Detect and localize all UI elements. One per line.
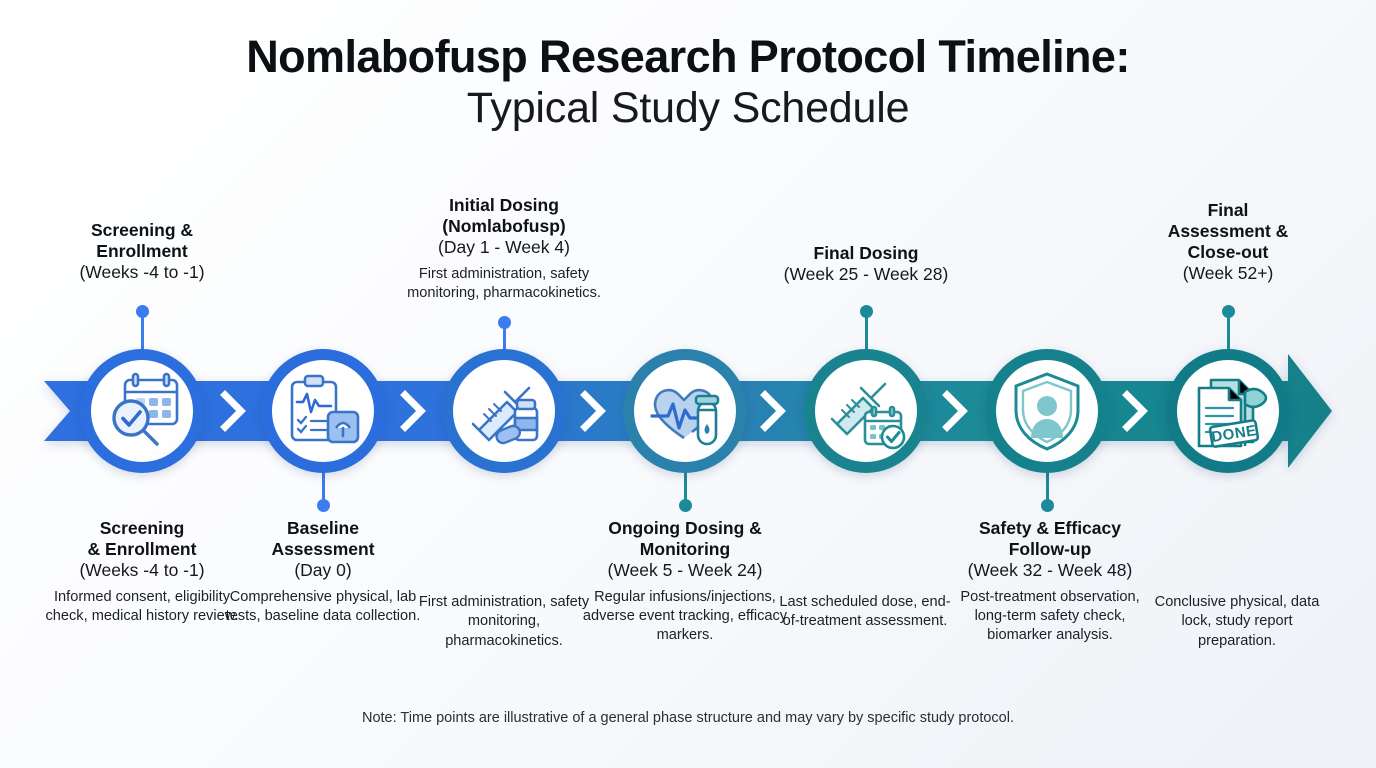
step-title: Final Dosing	[813, 243, 919, 263]
connector-dot-7	[1222, 305, 1235, 318]
step-period: (Day 1 - Week 4)	[438, 237, 570, 257]
connector-dot-5	[860, 305, 873, 318]
page-title: Nomlabofusp Research Protocol Timeline: …	[0, 31, 1376, 133]
label-below-step-3: First administration, safety monitoring,…	[409, 593, 599, 651]
label-above-step-3: Initial Dosing (Nomlabofusp) (Day 1 - Wee…	[403, 195, 605, 303]
label-below-step-4: Ongoing Dosing & Monitoring (Week 5 - Wee…	[578, 518, 792, 646]
heart-pulse-testtube-icon	[650, 388, 720, 446]
timeline-node-4[interactable]	[623, 349, 747, 473]
connector-stem-2	[322, 456, 325, 506]
connector-stem-4	[684, 456, 687, 506]
label-above-step-7: Final Assessment & Close-out (Week 52+)	[1130, 200, 1326, 285]
timeline-node-1[interactable]	[80, 349, 204, 473]
step-title: Baseline Assessment	[271, 518, 375, 559]
step-period: (Weeks -4 to -1)	[79, 262, 205, 282]
chevron-right-icon	[580, 390, 606, 432]
step-description: First administration, safety monitoring,…	[407, 265, 601, 302]
step-description: Conclusive physical, data lock, study re…	[1154, 594, 1320, 649]
step-description: Informed consent, eligibility check, med…	[45, 588, 239, 625]
step-period: (Weeks -4 to -1)	[79, 560, 205, 580]
connector-stem-1	[141, 312, 144, 364]
chevron-right-icon	[942, 390, 968, 432]
svg-text:DONE: DONE	[1210, 422, 1257, 446]
syringe-vial-pill-icon	[471, 386, 539, 445]
timeline-node-7[interactable]: DONE	[1166, 349, 1290, 473]
label-below-step-2: Baseline Assessment (Day 0) Comprehensive…	[225, 518, 421, 626]
syringe-calendar-check-icon	[830, 382, 906, 450]
shield-person-icon	[1014, 372, 1080, 451]
step-description: First administration, safety monitoring,…	[418, 594, 590, 649]
node-ring-1	[80, 349, 204, 473]
connector-stem-7	[1227, 312, 1230, 364]
step-title: Safety & Efficacy Follow-up	[978, 518, 1121, 559]
label-below-step-1: Screening & Enrollment (Weeks -4 to -1) I…	[33, 518, 251, 626]
connector-dot-4	[679, 499, 692, 512]
timeline-node-5[interactable]	[804, 349, 928, 473]
label-below-step-7: Conclusive physical, data lock, study re…	[1146, 593, 1328, 651]
step-title: Initial Dosing (Nomlabofusp)	[442, 195, 566, 236]
chevron-right-icon	[760, 390, 786, 432]
step-period: (Week 25 - Week 28)	[783, 264, 949, 284]
step-description: Post-treatment observation, long-term sa…	[960, 588, 1140, 644]
step-description: Comprehensive physical, lab tests, basel…	[225, 588, 421, 625]
step-title: Screening & Enrollment	[87, 518, 197, 559]
connector-dot-1	[136, 305, 149, 318]
timeline-node-2[interactable]	[261, 349, 385, 473]
step-title: Final Assessment & Close-out	[1167, 200, 1289, 262]
step-title: Ongoing Dosing & Monitoring	[608, 518, 762, 559]
label-above-step-5: Final Dosing (Week 25 - Week 28)	[755, 243, 977, 286]
label-below-step-6: Safety & Efficacy Follow-up (Week 32 - We…	[950, 518, 1150, 646]
step-description: Last scheduled dose, end-of-treatment as…	[779, 594, 951, 630]
documents-done-flag-icon: DONE	[1197, 378, 1268, 448]
step-title: Screening & Enrollment	[90, 220, 194, 261]
chevron-right-icon	[400, 390, 426, 432]
chevron-right-icon	[220, 390, 246, 432]
connector-dot-3	[498, 316, 511, 329]
clipboard-ecg-scale-icon	[290, 374, 360, 444]
title-line-1: Nomlabofusp Research Protocol Timeline:	[246, 31, 1130, 82]
connector-stem-6	[1046, 456, 1049, 506]
step-period: (Week 32 - Week 48)	[967, 560, 1133, 580]
step-period: (Day 0)	[294, 560, 352, 580]
title-line-2: Typical Study Schedule	[466, 84, 910, 133]
connector-dot-6	[1041, 499, 1054, 512]
connector-stem-3	[503, 322, 506, 364]
connector-dot-2	[317, 499, 330, 512]
chevron-right-icon	[1122, 390, 1148, 432]
connector-stem-5	[865, 312, 868, 364]
label-above-step-1: Screening & Enrollment (Weeks -4 to -1)	[32, 220, 252, 284]
step-period: (Week 5 - Week 24)	[607, 560, 763, 580]
calendar-magnifier-check-icon	[112, 372, 179, 446]
step-description: Regular infusions/injections, adverse ev…	[582, 588, 788, 644]
timeline-node-6[interactable]	[985, 349, 1109, 473]
step-period: (Week 52+)	[1182, 263, 1274, 283]
footnote: Note: Time points are illustrative of a …	[361, 710, 1014, 726]
timeline-node-3[interactable]	[442, 349, 566, 473]
label-below-step-5: Last scheduled dose, end-of-treatment as…	[775, 593, 955, 632]
